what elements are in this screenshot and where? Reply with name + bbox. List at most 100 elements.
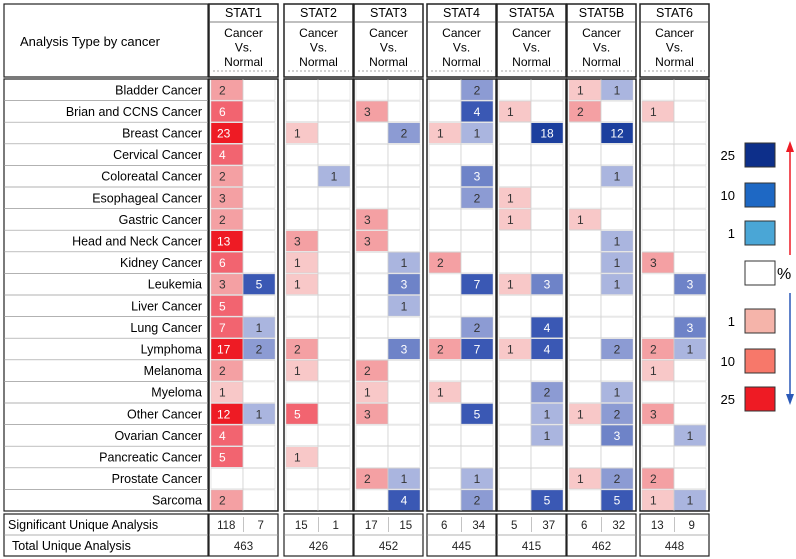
down-count: 3 bbox=[614, 429, 621, 443]
down-cell bbox=[673, 187, 707, 209]
gene-header-box bbox=[566, 3, 637, 78]
down-count: 2 bbox=[474, 321, 481, 335]
down-cell bbox=[530, 100, 564, 122]
up-cell bbox=[355, 230, 389, 252]
down-count: 4 bbox=[401, 494, 408, 508]
down-count: 2 bbox=[256, 343, 263, 357]
down-cell bbox=[673, 144, 707, 166]
down-cell bbox=[242, 295, 276, 317]
down-count: 1 bbox=[474, 127, 481, 141]
up-cell bbox=[210, 360, 244, 382]
up-cell bbox=[568, 165, 602, 187]
down-cell bbox=[317, 316, 351, 338]
up-count: 2 bbox=[650, 343, 657, 357]
row-label: Coloreatal Cancer bbox=[101, 170, 202, 184]
down-cell bbox=[387, 79, 421, 101]
legend-level-label: 1 bbox=[728, 314, 735, 329]
up-cell bbox=[568, 230, 602, 252]
up-cell bbox=[641, 100, 675, 122]
up-cell bbox=[355, 187, 389, 209]
up-cell bbox=[568, 403, 602, 425]
legend-red-swatch bbox=[744, 348, 776, 374]
up-count: 3 bbox=[364, 213, 371, 227]
up-count: 2 bbox=[219, 494, 226, 508]
total-unique-count: 445 bbox=[452, 541, 471, 553]
down-count: 7 bbox=[474, 278, 481, 292]
down-cell bbox=[600, 208, 634, 230]
up-count: 3 bbox=[364, 105, 371, 119]
down-cell bbox=[530, 165, 564, 187]
row-label: Pancreatic Cancer bbox=[99, 451, 202, 465]
down-cell bbox=[460, 230, 494, 252]
down-cell bbox=[387, 165, 421, 187]
row-label: Ovarian Cancer bbox=[114, 429, 202, 443]
up-cell bbox=[641, 79, 675, 101]
up-cell bbox=[210, 165, 244, 187]
down-count: 2 bbox=[614, 472, 621, 486]
down-cell bbox=[530, 295, 564, 317]
up-cell bbox=[428, 230, 462, 252]
up-cell bbox=[498, 165, 532, 187]
legend-percent-symbol: % bbox=[777, 266, 791, 283]
subheader-text: Cancer bbox=[442, 26, 481, 40]
down-count: 1 bbox=[401, 299, 408, 313]
down-count: 1 bbox=[687, 494, 694, 508]
down-count: 5 bbox=[256, 278, 263, 292]
down-cell bbox=[242, 360, 276, 382]
gene-header-stat5a: STAT5A bbox=[509, 6, 555, 20]
up-cell bbox=[285, 100, 319, 122]
up-count: 7 bbox=[219, 321, 226, 335]
legend-down-arrowhead bbox=[786, 394, 794, 405]
down-count: 2 bbox=[474, 83, 481, 97]
up-count: 1 bbox=[577, 83, 584, 97]
gene-header-stat4: STAT4 bbox=[443, 6, 480, 20]
up-cell bbox=[498, 468, 532, 490]
up-count: 1 bbox=[650, 494, 657, 508]
significant-down-count: 1 bbox=[333, 520, 339, 532]
down-cell bbox=[317, 338, 351, 360]
up-cell bbox=[568, 79, 602, 101]
up-cell bbox=[498, 122, 532, 144]
up-cell bbox=[285, 338, 319, 360]
up-cell bbox=[568, 252, 602, 274]
up-cell bbox=[498, 360, 532, 382]
up-cell bbox=[428, 79, 462, 101]
up-cell bbox=[355, 381, 389, 403]
up-cell bbox=[498, 252, 532, 274]
down-count: 3 bbox=[687, 321, 694, 335]
down-count: 3 bbox=[687, 278, 694, 292]
up-cell bbox=[285, 144, 319, 166]
down-cell bbox=[242, 100, 276, 122]
up-count: 1 bbox=[507, 105, 514, 119]
down-cell bbox=[242, 208, 276, 230]
down-cell bbox=[673, 79, 707, 101]
down-count: 1 bbox=[614, 256, 621, 270]
significant-down-count: 9 bbox=[689, 520, 695, 532]
row-label: Melanoma bbox=[144, 364, 202, 378]
subheader-text: Cancer bbox=[299, 26, 338, 40]
up-count: 2 bbox=[294, 343, 301, 357]
subheader-text: Normal bbox=[299, 55, 338, 69]
down-cell bbox=[673, 208, 707, 230]
up-cell bbox=[641, 338, 675, 360]
up-cell bbox=[285, 424, 319, 446]
up-cell bbox=[428, 100, 462, 122]
gene-header-stat1: STAT1 bbox=[225, 6, 262, 20]
down-count: 2 bbox=[474, 191, 481, 205]
down-cell bbox=[387, 360, 421, 382]
up-cell bbox=[428, 489, 462, 511]
down-cell bbox=[317, 230, 351, 252]
down-count: 2 bbox=[401, 127, 408, 141]
significant-unique-label: Significant Unique Analysis bbox=[8, 518, 158, 532]
down-count: 1 bbox=[614, 83, 621, 97]
up-cell bbox=[285, 403, 319, 425]
gene-header-box bbox=[353, 3, 424, 78]
up-cell bbox=[498, 79, 532, 101]
up-count: 4 bbox=[219, 148, 226, 162]
total-unique-count: 462 bbox=[592, 541, 611, 553]
up-cell bbox=[210, 187, 244, 209]
up-cell bbox=[285, 165, 319, 187]
up-cell bbox=[641, 165, 675, 187]
down-count: 1 bbox=[614, 170, 621, 184]
up-count: 1 bbox=[507, 191, 514, 205]
